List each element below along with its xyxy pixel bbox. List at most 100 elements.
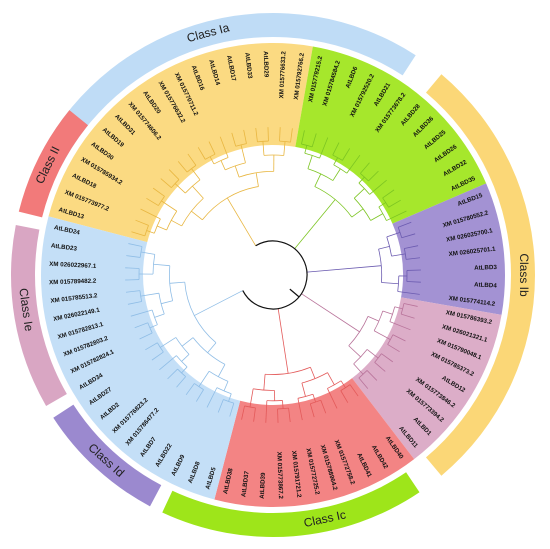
tree-branch <box>282 400 284 409</box>
leaf-label: AtLBD4 <box>474 281 498 289</box>
tree-branch <box>185 383 195 396</box>
tree-root <box>289 288 300 298</box>
tree-branch <box>340 390 349 403</box>
tree-branch <box>171 219 182 227</box>
tree-branch <box>370 213 384 221</box>
tree-branch <box>332 168 341 181</box>
tree-branch <box>153 218 161 234</box>
tree-branch <box>262 141 265 156</box>
tree-branch <box>125 290 140 293</box>
tree-branch <box>307 168 334 181</box>
tree-branch <box>382 189 395 199</box>
tree-branch <box>346 154 361 174</box>
tree-branch <box>209 156 215 165</box>
tree-branch <box>253 407 256 422</box>
leaf-label: AtLBD3 <box>474 264 497 272</box>
tree-branch <box>140 292 160 297</box>
tree-branch <box>358 377 369 389</box>
tree-branch <box>386 210 407 221</box>
tree-branch <box>373 330 391 340</box>
tree-branch <box>406 257 421 260</box>
tree-branch <box>226 197 257 246</box>
tree-branch <box>342 148 351 161</box>
tree-branch <box>192 337 226 365</box>
leaf-label: XM 015776633.2 <box>278 51 287 99</box>
tree-branch <box>159 355 177 371</box>
class-band-ic <box>162 472 420 537</box>
tree-branch <box>213 157 229 165</box>
tree-branch <box>216 387 232 395</box>
tree-branch <box>181 337 194 347</box>
tree-branch <box>332 142 340 156</box>
tree-branch <box>403 303 418 307</box>
tree-branch <box>135 219 149 226</box>
tree-branch <box>234 165 240 178</box>
clade-sector-ie <box>352 297 502 460</box>
leaf-label: AtLBD37 <box>240 470 250 497</box>
tree-branch <box>404 245 419 249</box>
tree-branch <box>382 310 393 315</box>
tree-branch <box>220 160 226 171</box>
tree-branch <box>195 389 204 402</box>
tree-branch <box>389 306 396 322</box>
tree-branch <box>314 173 322 187</box>
tree-branch <box>146 230 155 234</box>
tree-branch <box>327 372 335 386</box>
tree-branch <box>130 309 153 317</box>
tree-branch <box>279 127 281 142</box>
tree-branch <box>140 251 155 255</box>
tree-branch <box>398 221 412 228</box>
tree-branches <box>125 127 421 423</box>
tree-branch <box>307 155 313 169</box>
tree-branch <box>192 185 204 199</box>
class-label-ib: Class Ib <box>517 253 531 297</box>
tree-branch <box>217 364 226 377</box>
tree-branch <box>198 370 210 387</box>
tree-branch <box>381 282 399 285</box>
tree-branch <box>265 400 268 423</box>
tree-branch <box>197 147 206 160</box>
tree-branch <box>290 128 293 143</box>
class-band-ib <box>425 74 535 476</box>
tree-branch <box>327 388 338 409</box>
tree-branch <box>263 374 266 391</box>
leaf-label: AtLBD33 <box>243 52 253 79</box>
tree-branch <box>207 342 217 353</box>
clade-sector-ia <box>41 216 241 500</box>
tree-branch <box>333 157 338 165</box>
tree-branch <box>367 315 380 322</box>
tree-branch <box>391 253 406 257</box>
tree-branch <box>369 179 387 195</box>
tree-branch <box>397 291 420 295</box>
tree-branch <box>128 243 143 247</box>
class-band-ia <box>41 12 416 164</box>
tree-branch <box>406 281 421 283</box>
tree-branch <box>388 199 401 208</box>
tree-branch <box>125 267 140 269</box>
tree-branch <box>319 137 329 159</box>
tree-branch <box>277 308 289 374</box>
tree-branch <box>301 293 360 333</box>
tree-branch <box>151 309 158 325</box>
tree-branch <box>229 403 235 417</box>
tree-branch <box>392 334 406 342</box>
tree-branch <box>301 382 306 397</box>
clade-sector-ic <box>295 46 487 224</box>
tree-branch <box>373 310 384 331</box>
tree-branch <box>389 321 411 331</box>
tree-branch <box>387 344 400 353</box>
tree-branch <box>401 233 416 239</box>
tree-branch <box>378 206 387 221</box>
tree-branch <box>283 141 286 156</box>
tree-branch <box>187 153 197 166</box>
tree-branch <box>194 290 243 316</box>
tree-branch <box>348 345 361 358</box>
tree-branch <box>167 368 178 380</box>
tree-branch <box>306 265 382 273</box>
tree-branch <box>301 130 305 145</box>
clade-sectors <box>41 43 505 507</box>
tree-branch <box>168 169 180 180</box>
class-band-ie <box>10 225 67 406</box>
tree-branch <box>374 362 386 372</box>
